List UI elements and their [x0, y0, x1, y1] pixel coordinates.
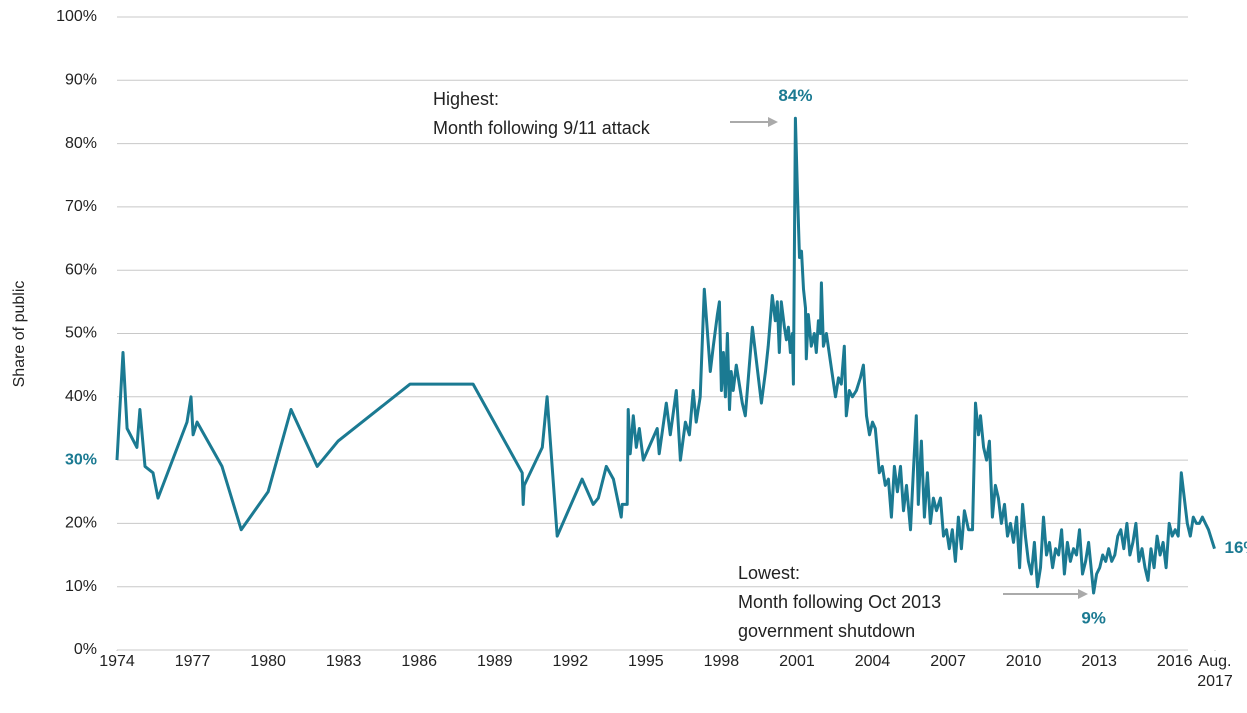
y-tick-label: 20%: [65, 515, 97, 532]
x-tick-label: 2007: [930, 653, 966, 670]
x-tick-label: 1998: [703, 653, 740, 670]
x-tick-label: 1977: [174, 653, 211, 670]
x-tick-label: 2010: [1005, 653, 1042, 670]
annotation: Month following 9/11 attack: [433, 118, 651, 138]
y-tick-label: 40%: [65, 388, 97, 405]
x-tick-label: 1995: [628, 653, 664, 670]
x-tick-label: Aug. 2017: [1197, 653, 1233, 690]
x-tick-label: 1980: [250, 653, 286, 670]
data-label: 16%: [1224, 538, 1247, 557]
y-axis-label: Share of public: [11, 281, 28, 388]
x-tick-label: 2013: [1081, 653, 1117, 670]
y-tick-label: 80%: [65, 135, 97, 152]
x-tick-label: 2001: [779, 653, 815, 670]
data-label: 84%: [778, 86, 812, 105]
x-tick-label: 2004: [854, 653, 891, 670]
y-tick-label: 70%: [65, 198, 97, 215]
x-tick-label: 2016: [1156, 653, 1193, 670]
y-tick-label: 90%: [65, 72, 97, 89]
x-tick-label: 1986: [401, 653, 437, 670]
y-tick-label: 50%: [65, 325, 97, 342]
arrow-head: [768, 117, 778, 127]
x-tick-label: 1983: [325, 653, 362, 670]
arrow-head: [1078, 589, 1088, 599]
x-tick-label: 1992: [552, 653, 589, 670]
x-tick-label: 1989: [476, 653, 513, 670]
annotation: Lowest:: [738, 563, 800, 583]
y-tick-label: 10%: [65, 578, 97, 595]
annotation: Month following Oct 2013: [738, 592, 941, 612]
y-tick-label: 60%: [65, 261, 97, 278]
line-series: [115, 116, 1216, 595]
annotation: government shutdown: [738, 621, 915, 641]
data-label: 9%: [1081, 609, 1106, 628]
y-tick-label: 0%: [74, 641, 97, 658]
annotation: Highest:: [433, 89, 499, 109]
y-tick-label: 100%: [56, 8, 97, 25]
x-tick-label: 1974: [99, 653, 135, 670]
y-tick-label: 30%: [65, 451, 97, 468]
